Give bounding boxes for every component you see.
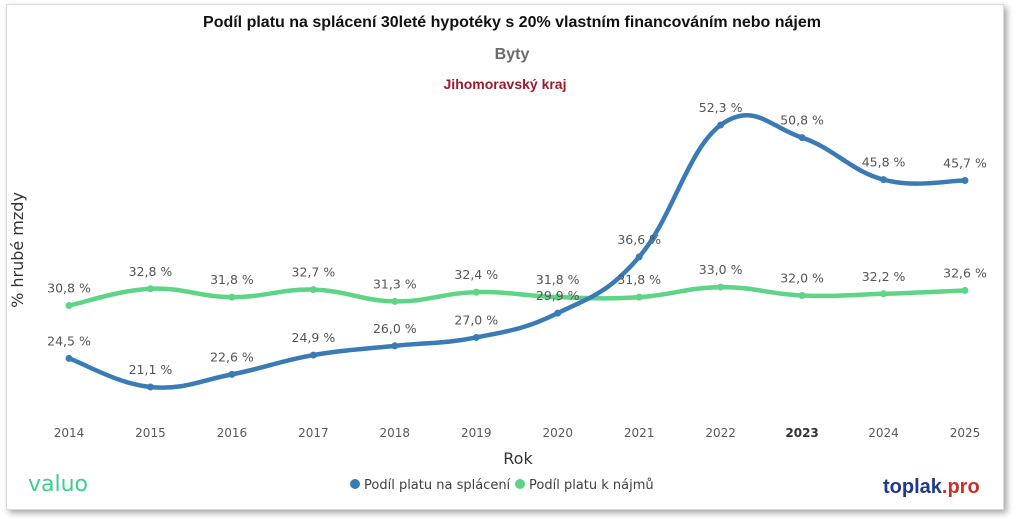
data-label-mortgage-2025: 45,7 % bbox=[943, 155, 987, 170]
data-label-rent-2017: 32,7 % bbox=[292, 265, 336, 280]
x-tick-label-2023: 2023 bbox=[785, 426, 818, 440]
data-point-mortgage-2020 bbox=[554, 309, 562, 317]
data-label-mortgage-2015: 21,1 % bbox=[129, 362, 173, 377]
data-point-mortgage-2018 bbox=[391, 342, 399, 350]
data-label-mortgage-2024: 45,8 % bbox=[862, 155, 906, 170]
x-tick-label-2022: 2022 bbox=[705, 426, 736, 440]
data-labels-layer: 30,8 % 32,8 % 31,8 % 32,7 % 31,3 % 32,4 % 31,8… bbox=[47, 100, 987, 377]
data-point-rent-2020 bbox=[554, 293, 562, 301]
data-point-rent-2025 bbox=[961, 286, 969, 294]
legend: Podíl platu na splácení Podíl platu k ná… bbox=[350, 478, 654, 493]
series-line-mortgage bbox=[66, 113, 968, 390]
data-point-rent-2018 bbox=[391, 297, 399, 305]
data-point-rent-2016 bbox=[228, 293, 236, 301]
data-label-rent-2019: 32,4 % bbox=[454, 267, 498, 282]
data-label-rent-2024: 32,2 % bbox=[862, 269, 906, 284]
data-point-mortgage-2021 bbox=[635, 253, 643, 261]
x-tick-label-2015: 2015 bbox=[135, 426, 166, 440]
legend-marker-rent bbox=[515, 479, 525, 489]
data-point-mortgage-2022 bbox=[717, 121, 725, 129]
toplak-logo: toplak.pro bbox=[883, 476, 980, 498]
data-label-rent-2018: 31,3 % bbox=[373, 276, 417, 291]
data-label-mortgage-2020: 29,9 % bbox=[536, 288, 580, 303]
data-label-rent-2022: 33,0 % bbox=[699, 262, 743, 277]
x-tick-label-2024: 2024 bbox=[868, 426, 899, 440]
x-tick-label-2020: 2020 bbox=[542, 426, 573, 440]
x-tick-label-2018: 2018 bbox=[380, 426, 411, 440]
data-label-mortgage-2023: 50,8 % bbox=[780, 113, 824, 128]
x-tick-label-2025: 2025 bbox=[950, 426, 981, 440]
valuo-logo: valuo bbox=[28, 472, 88, 497]
data-label-rent-2021: 31,8 % bbox=[617, 272, 661, 287]
data-label-mortgage-2021: 36,6 % bbox=[617, 232, 661, 247]
data-label-mortgage-2018: 26,0 % bbox=[373, 321, 417, 336]
data-point-mortgage-2019 bbox=[472, 333, 480, 341]
data-point-mortgage-2015 bbox=[146, 383, 154, 391]
data-label-rent-2015: 32,8 % bbox=[129, 264, 173, 279]
data-label-mortgage-2022: 52,3 % bbox=[699, 100, 743, 115]
legend-label-mortgage: Podíl platu na splácení bbox=[364, 478, 511, 493]
series-line-rent bbox=[66, 284, 968, 308]
x-tick-label-2021: 2021 bbox=[624, 426, 655, 440]
y-axis-title: % hrubé mzdy bbox=[8, 192, 27, 308]
x-tick-label-2016: 2016 bbox=[217, 426, 248, 440]
chart-frame bbox=[6, 4, 1004, 510]
data-point-rent-2022 bbox=[717, 283, 725, 291]
data-label-rent-2025: 32,6 % bbox=[943, 265, 987, 280]
x-axis-title: Rok bbox=[503, 449, 533, 468]
data-label-rent-2014: 30,8 % bbox=[47, 281, 91, 296]
chart-subtitle: Byty bbox=[495, 46, 530, 63]
data-point-mortgage-2024 bbox=[880, 176, 888, 184]
data-label-mortgage-2019: 27,0 % bbox=[454, 312, 498, 327]
x-axis-ticks: 2014 2015 2016 2017 2018 2019 2020 2021 2022 2023… bbox=[54, 426, 981, 440]
data-point-mortgage-2016 bbox=[228, 370, 236, 378]
series-layer bbox=[65, 113, 969, 391]
data-label-rent-2020: 31,8 % bbox=[536, 272, 580, 287]
x-tick-label-2017: 2017 bbox=[298, 426, 329, 440]
data-point-mortgage-2017 bbox=[309, 351, 317, 359]
data-point-mortgage-2025 bbox=[961, 176, 969, 184]
chart-region-label: Jihomoravský kraj bbox=[444, 76, 567, 92]
toplak-logo-suffix: .pro bbox=[942, 476, 980, 498]
toplak-logo-main: toplak bbox=[883, 476, 943, 498]
data-label-mortgage-2017: 24,9 % bbox=[292, 330, 336, 345]
legend-marker-mortgage bbox=[350, 479, 360, 489]
data-point-mortgage-2023 bbox=[798, 134, 806, 142]
x-tick-label-2019: 2019 bbox=[461, 426, 492, 440]
data-point-rent-2024 bbox=[880, 290, 888, 298]
data-point-rent-2017 bbox=[309, 286, 317, 294]
data-label-mortgage-2016: 22,6 % bbox=[210, 349, 254, 364]
data-point-rent-2014 bbox=[65, 302, 73, 310]
data-point-rent-2015 bbox=[146, 285, 154, 293]
legend-label-rent: Podíl platu k nájmů bbox=[529, 478, 654, 493]
data-point-mortgage-2014 bbox=[65, 354, 73, 362]
x-tick-label-2014: 2014 bbox=[54, 426, 85, 440]
data-label-rent-2023: 32,0 % bbox=[780, 270, 824, 285]
data-point-rent-2019 bbox=[472, 288, 480, 296]
chart-title: Podíl platu na splácení 30leté hypotéky … bbox=[203, 14, 821, 31]
data-point-rent-2023 bbox=[798, 291, 806, 299]
data-label-mortgage-2014: 24,5 % bbox=[47, 333, 91, 348]
data-point-rent-2021 bbox=[635, 293, 643, 301]
data-label-rent-2016: 31,8 % bbox=[210, 272, 254, 287]
